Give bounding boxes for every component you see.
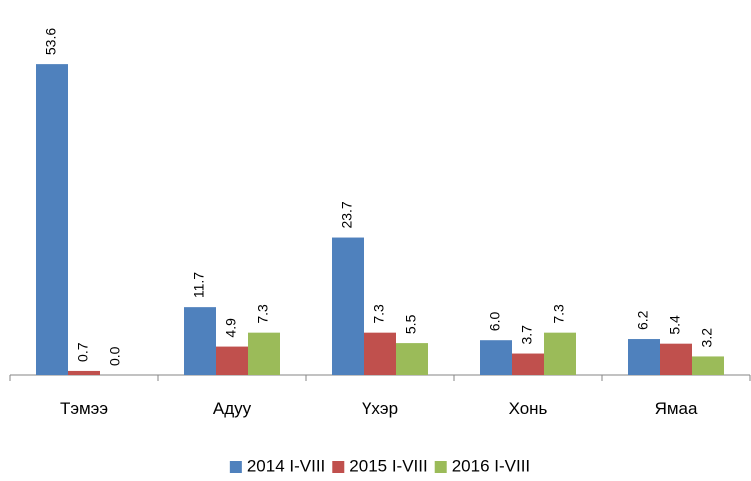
bar: [332, 237, 364, 375]
x-tick-label: Хонь: [509, 399, 548, 418]
bar: [364, 332, 396, 375]
bar: [480, 340, 512, 375]
legend-label: 2015 I-VIII: [349, 456, 427, 475]
data-label: 7.3: [551, 304, 567, 324]
data-label: 5.4: [667, 315, 683, 335]
legend-label: 2016 I-VIII: [452, 456, 530, 475]
bar: [396, 343, 428, 375]
bar: [544, 332, 576, 375]
x-tick-label: Ямаа: [655, 399, 698, 418]
data-label: 11.7: [191, 272, 207, 298]
data-label: 53.6: [43, 28, 59, 55]
data-label: 23.7: [339, 201, 355, 228]
bar: [692, 356, 724, 375]
data-label: 6.0: [487, 312, 503, 332]
bar: [36, 64, 68, 376]
data-label: 7.3: [371, 304, 387, 324]
x-tick-label: Үхэр: [362, 399, 398, 418]
bar: [184, 307, 216, 375]
data-label: 0.7: [75, 342, 91, 362]
bar: [512, 353, 544, 375]
legend-label: 2014 I-VIII: [247, 456, 325, 475]
bar: [660, 343, 692, 375]
data-label: 0.0: [107, 346, 123, 366]
data-label: 3.2: [699, 328, 715, 348]
bar: [248, 332, 280, 375]
x-tick-label: Адуу: [213, 399, 252, 418]
x-tick-label: Тэмээ: [60, 399, 108, 418]
bar: [628, 339, 660, 375]
data-label: 4.9: [223, 318, 239, 338]
legend-swatch: [434, 461, 447, 473]
bar: [68, 370, 100, 375]
legend-swatch: [229, 461, 242, 473]
data-label: 3.7: [519, 325, 535, 345]
data-label: 5.5: [403, 314, 419, 334]
bar: [216, 346, 248, 375]
data-label: 6.2: [635, 310, 651, 330]
data-label: 7.3: [255, 304, 271, 324]
legend-swatch: [332, 461, 345, 473]
